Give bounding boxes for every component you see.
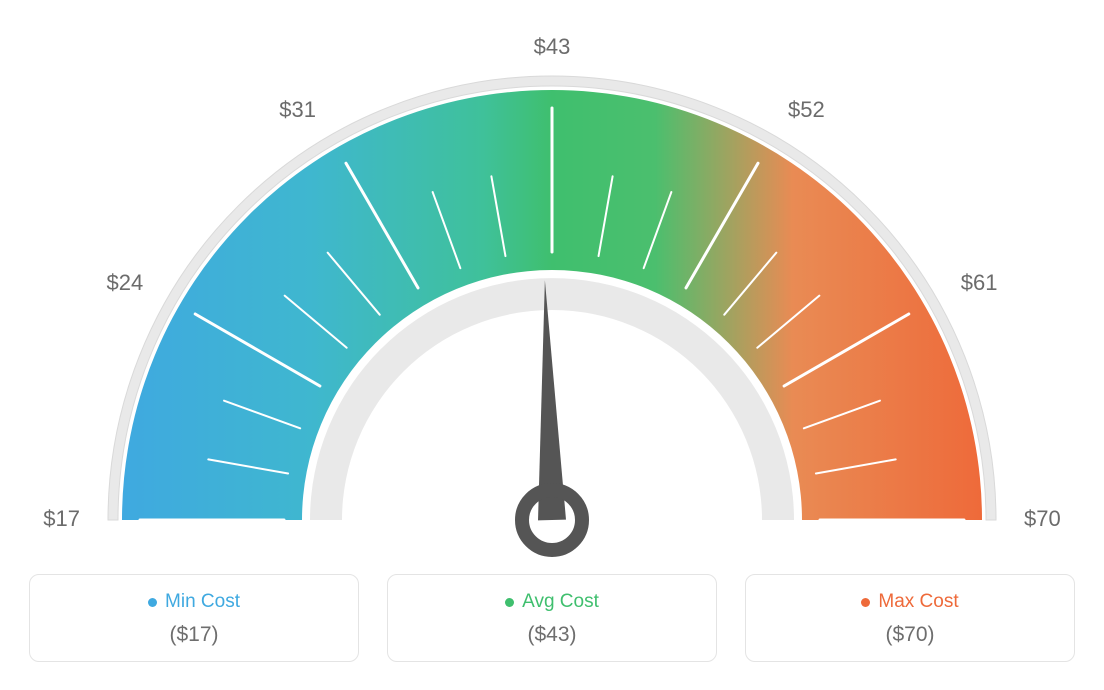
legend-card: Max Cost ($70) (745, 574, 1075, 662)
gauge-tick-label: $70 (1024, 506, 1061, 531)
legend-label-text: Avg Cost (522, 591, 599, 613)
legend-label-text: Max Cost (878, 591, 958, 613)
legend-value: ($17) (40, 623, 348, 647)
legend-dot-icon (148, 598, 157, 607)
legend-value: ($70) (756, 623, 1064, 647)
gauge-tick-label: $31 (279, 97, 316, 122)
legend-label: Min Cost (148, 591, 240, 613)
gauge-tick-label: $43 (534, 34, 571, 59)
legend-dot-icon (861, 598, 870, 607)
gauge-tick-label: $17 (43, 506, 80, 531)
legend-card: Avg Cost ($43) (387, 574, 717, 662)
legend-card: Min Cost ($17) (29, 574, 359, 662)
gauge-svg: $17 $24 $31 $43 $52 $61 $70 (0, 0, 1104, 560)
gauge-tick-label: $61 (961, 270, 998, 295)
legend-label-text: Min Cost (165, 591, 240, 613)
legend-label: Max Cost (861, 591, 958, 613)
gauge-tick-label: $24 (107, 270, 144, 295)
legend-row: Min Cost ($17) Avg Cost ($43) Max Cost ($70) (0, 574, 1104, 662)
gauge-chart: $17 $24 $31 $43 $52 $61 $70 (0, 0, 1104, 560)
legend-dot-icon (505, 598, 514, 607)
gauge-tick-label: $52 (788, 97, 825, 122)
legend-label: Avg Cost (505, 591, 599, 613)
legend-value: ($43) (398, 623, 706, 647)
